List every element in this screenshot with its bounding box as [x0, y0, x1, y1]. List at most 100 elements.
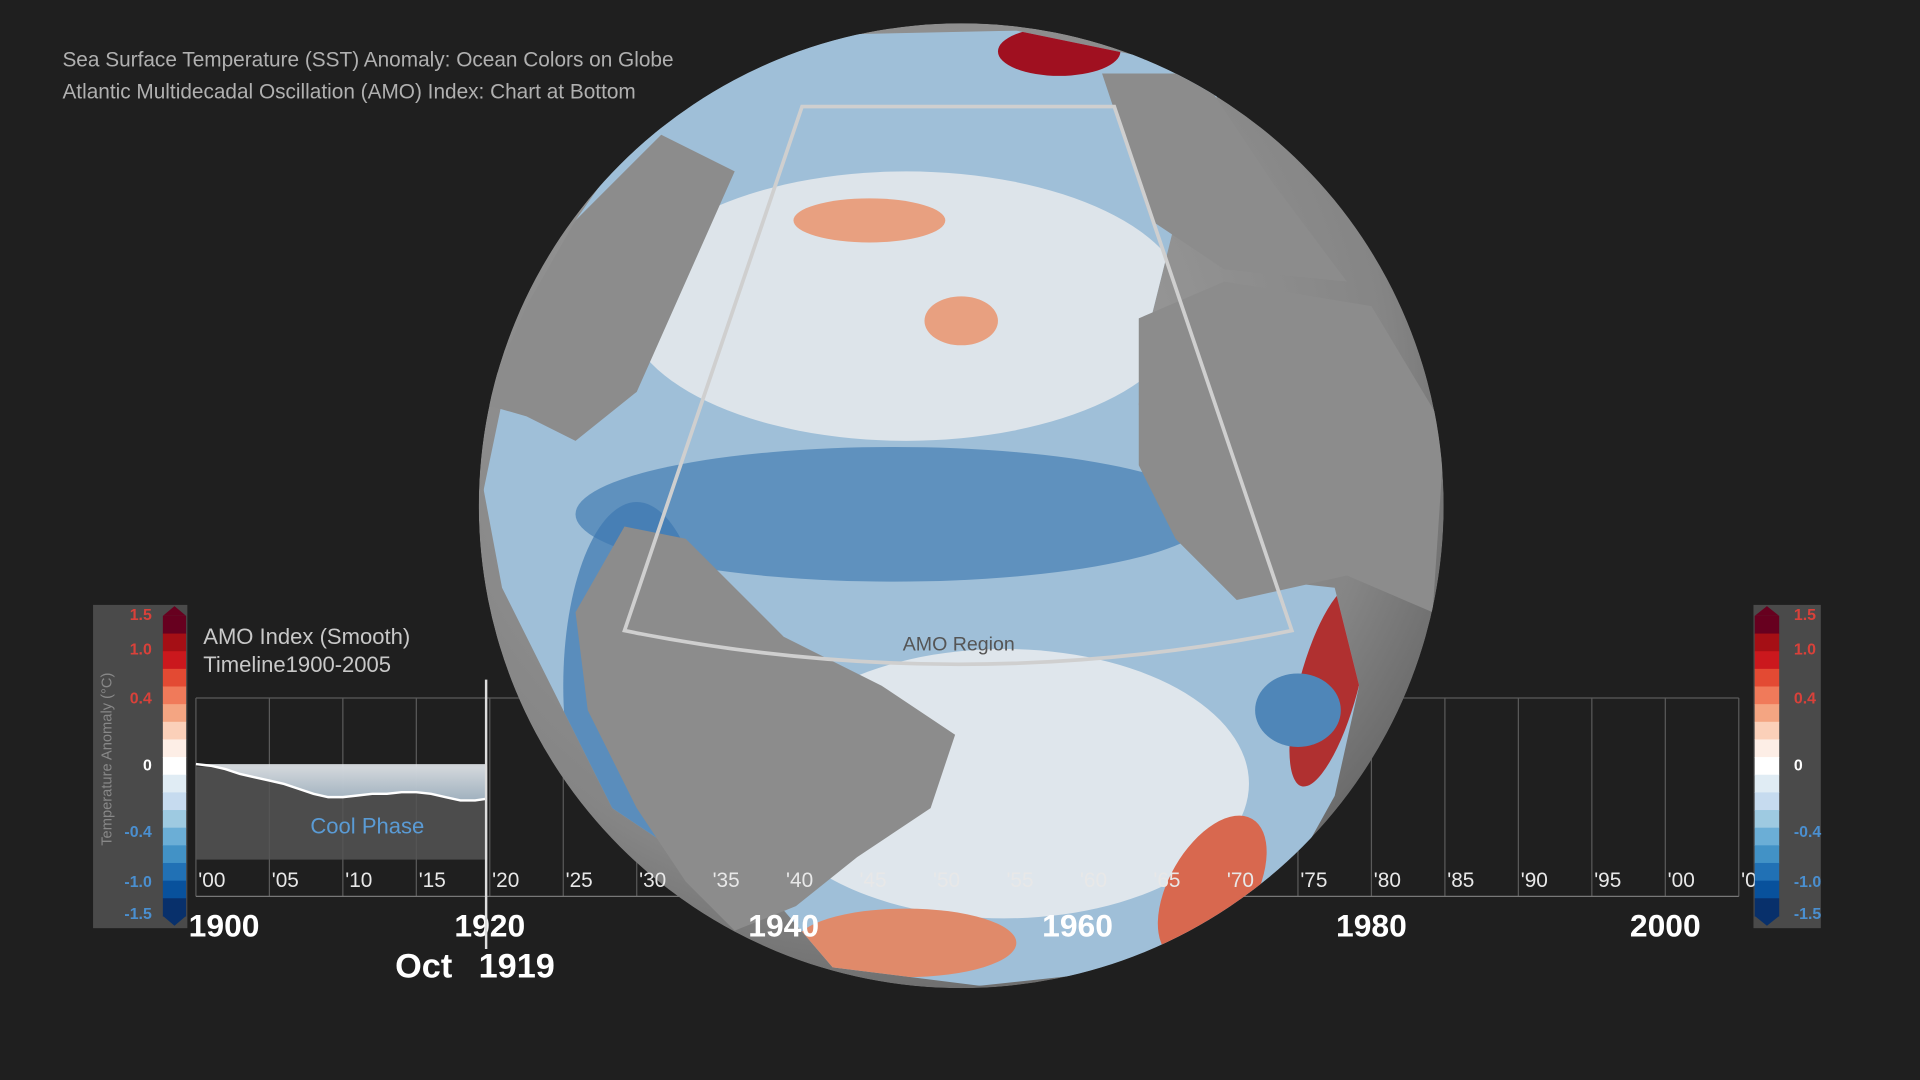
x-tick-label: '00: [198, 869, 225, 892]
x-tick-label: '90: [1521, 869, 1548, 892]
decade-label: 2000: [1630, 908, 1701, 944]
colorbar-band: [162, 827, 187, 846]
colorbar-band: [1754, 668, 1780, 688]
x-tick-label: '75: [1300, 869, 1327, 892]
x-tick-label: '25: [566, 869, 593, 892]
colorbar-band: [162, 845, 187, 864]
colorbar-band: [162, 633, 187, 652]
colorbar-band: [1754, 739, 1780, 758]
x-tick-label: '55: [1006, 869, 1033, 892]
current-year: 1919: [479, 948, 555, 986]
x-tick-label: '15: [419, 869, 446, 892]
colorbar-band: [1754, 686, 1780, 705]
x-tick-label: '05: [272, 869, 299, 892]
colorbar-tick-label: 0: [143, 758, 152, 775]
phase-annotation: Cool Phase: [310, 814, 424, 839]
colorbar-tick-label: 1.5: [130, 607, 152, 624]
land-europe: [1102, 73, 1347, 282]
colorbar-band: [162, 704, 187, 723]
x-tick-label: '60: [1080, 869, 1107, 892]
x-tick-label: '80: [1374, 869, 1401, 892]
colorbar-tick-label: 0.4: [130, 690, 152, 707]
x-tick-label: '20: [492, 869, 519, 892]
x-tick-label: '50: [933, 869, 960, 892]
ocean-warm: [924, 296, 998, 346]
ocean-cool-band: [575, 446, 1213, 582]
x-tick-label: '65: [1153, 869, 1180, 892]
colorbar-band: [1754, 633, 1780, 652]
colorbar-band: [1754, 615, 1780, 635]
colorbar-cap: [1754, 606, 1780, 616]
colorbar-band: [162, 792, 187, 811]
x-tick-label: '95: [1594, 869, 1621, 892]
decade-label: 1900: [189, 908, 260, 944]
colorbar-band: [1754, 880, 1780, 899]
colorbar-band: [162, 668, 187, 688]
colorbar-band: [162, 757, 187, 776]
colorbar-band: [162, 721, 187, 741]
amo-line: [195, 762, 487, 802]
colorbar-band: [1754, 827, 1780, 846]
land-north-america: [483, 134, 735, 441]
colorbar-band: [1754, 721, 1780, 741]
land-africa: [1138, 281, 1444, 613]
colorbar-band: [162, 651, 187, 670]
colorbar-tick-label: -1.5: [1794, 906, 1822, 923]
colorbar-tick-label: 0.4: [1794, 690, 1816, 707]
colorbar-band: [162, 686, 187, 705]
colorbar-tick-label: 1.5: [1794, 607, 1816, 624]
ocean-warm: [795, 908, 1017, 978]
colorbar-band: [1754, 792, 1780, 811]
amo-region-label: AMO Region: [903, 633, 1015, 655]
colorbar-cap: [162, 606, 187, 616]
colorbar-tick-label: 1.0: [1794, 641, 1816, 658]
colorbar-band: [162, 898, 187, 917]
amo-region-box: [622, 104, 1295, 667]
ocean-cool: [1255, 673, 1341, 747]
x-tick-label: '85: [1447, 869, 1474, 892]
x-tick-label: '35: [713, 869, 740, 892]
colorbar-band: [1754, 810, 1780, 829]
colorbar-band: [162, 774, 187, 794]
header-line: Atlantic Multidecadal Oscillation (AMO) …: [62, 81, 635, 104]
ocean-warm: [793, 198, 946, 243]
colorbar-tick-label: -0.4: [1794, 824, 1822, 841]
colorbar-band: [162, 880, 187, 899]
decade-label: 1920: [454, 908, 525, 944]
colorbar-band: [1754, 862, 1780, 882]
ocean-neutral: [624, 171, 1188, 441]
colorbar-tick-label: 0: [1794, 758, 1803, 775]
decade-label: 1980: [1336, 908, 1407, 944]
x-tick-label: '45: [860, 869, 887, 892]
colorbar-tick-label: -1.0: [1794, 874, 1822, 891]
x-tick-label: '00: [1668, 869, 1695, 892]
colorbar-band: [162, 615, 187, 635]
chart-title: AMO Index (Smooth): [203, 624, 410, 649]
colorbar-band: [1754, 774, 1780, 794]
colorbar-band: [162, 739, 187, 758]
colorbar-band: [162, 810, 187, 829]
current-month: Oct: [395, 948, 452, 986]
header-line: Sea Surface Temperature (SST) Anomaly: O…: [62, 49, 673, 72]
colorbar-tick-label: -1.5: [124, 906, 152, 923]
colorbar-band: [1754, 757, 1780, 776]
colorbar-band: [1754, 704, 1780, 723]
colorbar-cap: [162, 915, 187, 926]
colorbar-band: [1754, 898, 1780, 917]
colorbar-tick-label: -1.0: [124, 874, 152, 891]
colorbar-tick-label: -0.4: [124, 824, 152, 841]
colorbar-label: Temperature Anomaly (°C): [100, 673, 116, 846]
colorbar-tick-label: 1.0: [130, 641, 152, 658]
land-south-america: [575, 526, 956, 931]
x-tick-label: '10: [345, 869, 372, 892]
colorbar-band: [1754, 845, 1780, 864]
x-tick-label: '40: [786, 869, 813, 892]
decade-label: 1960: [1042, 908, 1113, 944]
decade-label: 1940: [748, 908, 819, 944]
colorbar-band: [1754, 651, 1780, 670]
chart-subtitle: Timeline1900-2005: [203, 652, 391, 677]
globe: AMO Region: [478, 23, 1444, 989]
colorbar-band: [162, 862, 187, 882]
